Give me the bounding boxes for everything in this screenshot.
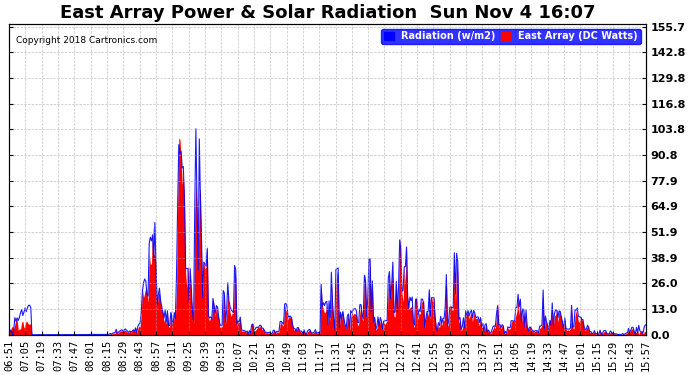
Text: Copyright 2018 Cartronics.com: Copyright 2018 Cartronics.com	[16, 36, 157, 45]
Legend: Radiation (w/m2), East Array (DC Watts): Radiation (w/m2), East Array (DC Watts)	[381, 28, 641, 44]
Title: East Array Power & Solar Radiation  Sun Nov 4 16:07: East Array Power & Solar Radiation Sun N…	[59, 4, 595, 22]
